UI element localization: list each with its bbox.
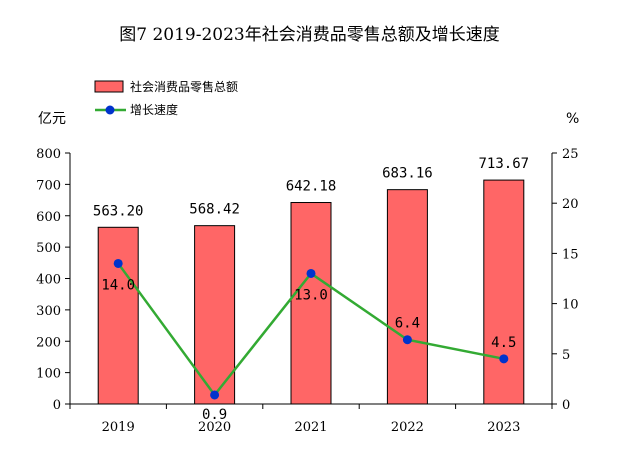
growth-value-label: 6.4 (395, 316, 420, 332)
right-tick-label: 10 (562, 298, 579, 313)
left-tick-label: 0 (53, 398, 61, 413)
left-tick-label: 100 (36, 367, 61, 382)
growth-value-label: 13.0 (294, 287, 328, 303)
legend-line-label: 增长速度 (130, 102, 178, 117)
chart-title: 图7 2019-2023年社会消费品零售总额及增长速度 (119, 25, 500, 45)
bar-value-label: 568.42 (189, 202, 240, 218)
x-tick-label: 2019 (102, 420, 135, 435)
bar (97, 226, 139, 405)
bar (386, 189, 428, 405)
growth-value-label: 4.5 (491, 335, 516, 351)
legend-bar-swatch (94, 80, 124, 93)
bar-value-label: 683.16 (382, 166, 433, 182)
left-axis-unit: 亿元 (38, 111, 66, 127)
growth-value-label: 0.9 (202, 407, 227, 423)
bar (194, 225, 236, 405)
left-tick-label: 700 (36, 178, 61, 193)
legend-bar-label: 社会消费品零售总额 (130, 79, 238, 94)
left-tick-label: 800 (36, 147, 61, 162)
right-axis-unit: % (566, 111, 579, 127)
right-tick-label: 25 (562, 147, 579, 162)
bar-value-label: 713.67 (479, 156, 530, 172)
left-tick-label: 200 (36, 335, 61, 350)
right-tick-label: 0 (562, 398, 570, 413)
growth-point (499, 354, 509, 364)
x-tick-label: 2022 (391, 420, 424, 435)
growth-value-label: 14.0 (101, 277, 135, 293)
left-tick-label: 600 (36, 210, 61, 225)
growth-point (210, 390, 220, 400)
right-tick-label: 5 (562, 348, 570, 363)
growth-point (402, 335, 412, 345)
x-tick-label: 2020 (198, 420, 231, 435)
legend-line-marker (105, 105, 115, 115)
bar (290, 202, 332, 405)
right-tick-label: 20 (562, 197, 579, 212)
x-tick-label: 2023 (487, 420, 520, 435)
left-tick-label: 500 (36, 241, 61, 256)
right-tick-label: 15 (562, 247, 579, 262)
growth-point (113, 258, 123, 268)
bar-value-label: 642.18 (286, 179, 337, 195)
left-tick-label: 400 (36, 273, 61, 288)
growth-point (306, 268, 316, 278)
legend: 社会消费品零售总额 增长速度 (94, 79, 238, 117)
left-tick-label: 300 (36, 304, 61, 319)
bar-value-label: 563.20 (93, 203, 144, 219)
x-tick-label: 2021 (294, 420, 327, 435)
bar (483, 179, 525, 405)
